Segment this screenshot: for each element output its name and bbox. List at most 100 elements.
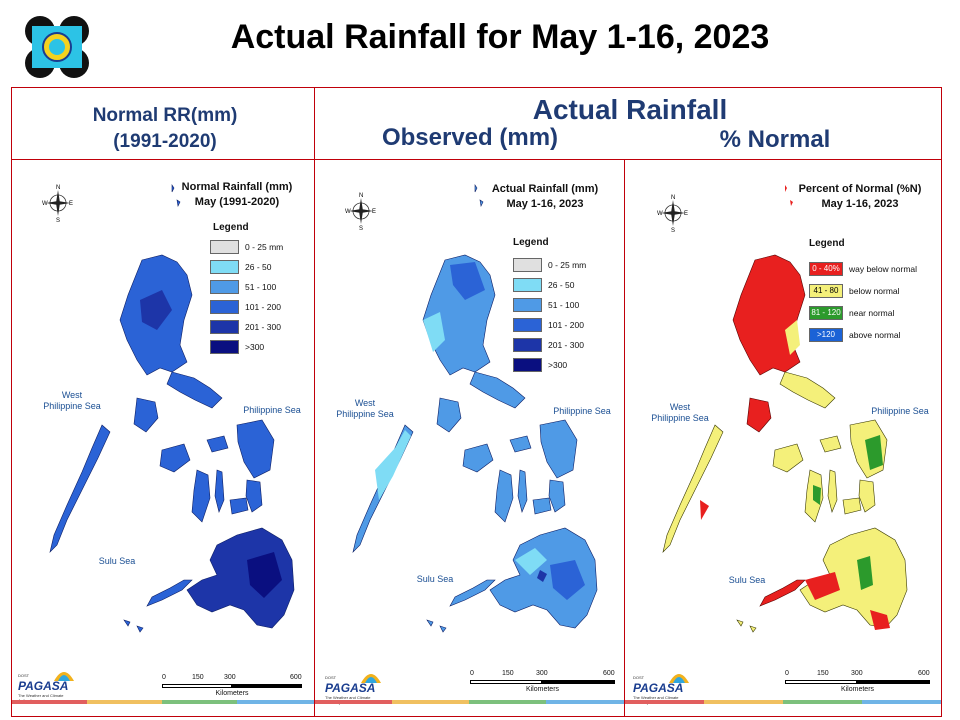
scale-bar: 0 150 300 600 Kilometers [162, 674, 302, 698]
footer-strip [87, 700, 162, 704]
percent-header: % Normal [719, 126, 831, 153]
legend-swatch: >120 [809, 328, 843, 342]
legend-swatch [210, 320, 239, 334]
legend-swatch [210, 240, 239, 254]
panel-title: Actual Rainfall (mm) May 1-16, 2023 [475, 182, 615, 212]
panel-title-line2: May (1991-2020) [194, 196, 280, 208]
legend-swatch [210, 340, 239, 354]
legend-item: 26 - 50 [210, 260, 271, 274]
observed-header: Observed (mm) [381, 124, 559, 151]
legend-label: 201 - 300 [548, 340, 584, 350]
actual-header: Actual Rainfall [532, 94, 728, 125]
legend-swatch [513, 338, 542, 352]
legend-swatch [210, 260, 239, 274]
sea-label-sulu: Sulu Sea [416, 574, 454, 584]
legend-swatch [513, 278, 542, 292]
legend-item: 201 - 300 [210, 320, 281, 334]
legend-title: Legend [809, 238, 845, 249]
panel-title-line1: Percent of Normal (%N) [798, 183, 922, 195]
compass-s: S [56, 218, 60, 222]
legend-label: above normal [849, 330, 901, 340]
legend-item: 41 - 80 below normal [809, 284, 900, 298]
brand-name: PAGASA [325, 681, 376, 695]
normal-header-line2: (1991-2020) [113, 131, 217, 152]
legend-label: 26 - 50 [245, 262, 272, 272]
scale-tick: 600 [603, 670, 615, 677]
scale-bar: 0 150 300 600 Kilometers [785, 670, 930, 694]
legend-label: 0 - 25 mm [548, 260, 587, 270]
legend-swatch: 0 - 40% [809, 262, 843, 276]
panel-title-line1: Normal Rainfall (mm) [181, 181, 293, 193]
panel-normal: Normal Rainfall (mm) May (1991-2020) N S… [12, 160, 314, 715]
map-frame [11, 87, 942, 717]
scale-tick: 150 [502, 670, 514, 677]
sea-label-west: West Philippine Sea [645, 402, 715, 424]
compass-icon: N S W E [657, 192, 689, 234]
legend-label: 51 - 100 [548, 300, 580, 310]
compass-e: E [372, 209, 376, 215]
sea-west-2: Philippine Sea [651, 413, 709, 423]
legend-item: 101 - 200 [513, 318, 584, 332]
legend-item: 51 - 100 [513, 298, 579, 312]
legend-label: 0 - 25 mm [245, 242, 284, 252]
legend-item: 201 - 300 [513, 338, 584, 352]
sea-west-1: West [61, 390, 83, 400]
header-divider [11, 159, 942, 160]
compass-n: N [671, 195, 675, 201]
panel-title: Percent of Normal (%N) May 1-16, 2023 [785, 182, 935, 212]
divider-1 [314, 87, 315, 717]
scale-bar: 0 150 300 600 Kilometers [470, 670, 615, 694]
footer-strip [546, 700, 624, 704]
footer-strip [12, 700, 87, 704]
compass-icon: N S W E [345, 190, 377, 232]
panel-title: Normal Rainfall (mm) May (1991-2020) [162, 180, 312, 210]
legend-label: near normal [849, 308, 895, 318]
scale-tick: 600 [918, 670, 930, 677]
scale-tick: 0 [470, 670, 474, 677]
compass-e: E [684, 211, 688, 217]
legend-item: >120 above normal [809, 328, 901, 342]
scale-tick: 150 [817, 670, 829, 677]
pagasa-brand: DOST PAGASA The Weather and Climate Auth… [631, 667, 691, 705]
footer-strip [237, 700, 314, 704]
compass-e: E [69, 201, 73, 207]
compass-n: N [359, 193, 363, 199]
scale-tick: 600 [290, 674, 302, 681]
legend-item: >300 [210, 340, 264, 354]
panel-title-line1: Actual Rainfall (mm) [491, 183, 599, 195]
scale-tick: 0 [785, 670, 789, 677]
legend-label: 201 - 300 [245, 322, 281, 332]
scale-tick: 300 [536, 670, 548, 677]
footer-strip [315, 700, 392, 704]
footer-strip [392, 700, 469, 704]
legend-swatch [513, 318, 542, 332]
compass-n: N [56, 185, 60, 191]
compass-s: S [359, 226, 363, 230]
legend-label: >300 [548, 360, 568, 370]
compass-icon: N S W E [42, 182, 74, 224]
legend-title: Legend [213, 222, 249, 233]
sea-west-1: West [354, 398, 376, 408]
scale-tick: 150 [192, 674, 204, 681]
normal-header: Normal RR(mm) (1991-2020) [20, 103, 310, 155]
scale-tick: 0 [162, 674, 166, 681]
map-actual [352, 184, 598, 633]
map-normal [49, 184, 295, 633]
legend-swatch: 41 - 80 [809, 284, 843, 298]
panel-actual: Actual Rainfall (mm) May 1-16, 2023 N S … [315, 160, 624, 715]
footer-strip [862, 700, 941, 704]
divider-2 [624, 160, 625, 717]
footer-strip [625, 700, 704, 704]
legend-swatch [513, 258, 542, 272]
sea-label-east: Philippine Sea [871, 406, 929, 416]
legend-item: 51 - 100 [210, 280, 276, 294]
brand-small: DOST [633, 675, 645, 680]
sea-label-west: West Philippine Sea [37, 390, 107, 412]
footer-strip [704, 700, 783, 704]
sea-label-east: Philippine Sea [553, 406, 611, 416]
brand-small: DOST [18, 673, 30, 678]
brand-name: PAGASA [633, 681, 684, 695]
brand-name: PAGASA [18, 679, 69, 693]
footer-strip [783, 700, 862, 704]
legend-label: 101 - 200 [245, 302, 281, 312]
